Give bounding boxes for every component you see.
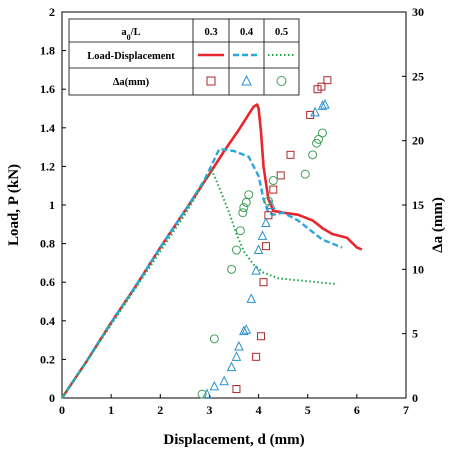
crack-point-triangle: [209, 380, 220, 391]
left-tick-label: 0.4: [40, 314, 55, 328]
right-tick-label: 10: [412, 262, 424, 276]
crack-point-square: [264, 211, 273, 220]
crack-point-circle: [268, 176, 278, 186]
crack-point-circle: [231, 245, 241, 255]
crack-point-circle: [317, 128, 327, 138]
crack-point-square: [317, 82, 326, 91]
x-tick-label: 1: [108, 403, 114, 417]
crack-point-circle: [244, 190, 254, 200]
left-tick-label: 2: [49, 5, 55, 19]
right-tick-label: 20: [412, 134, 424, 148]
crack-point-triangle: [202, 388, 212, 399]
crack-point-triangle: [246, 293, 257, 303]
crack-point-triangle: [239, 325, 249, 336]
left-tick-label: 0.2: [40, 352, 55, 366]
left-tick-label: 1: [49, 198, 55, 212]
crack-point-triangle: [320, 99, 330, 109]
left-tick-label: 1.2: [40, 159, 55, 173]
legend-crack-label: Δa(mm): [113, 77, 150, 88]
legend-box: [68, 18, 300, 96]
x-tick-label: 3: [206, 403, 212, 417]
crack-point-square: [252, 352, 261, 361]
crack-point-circle: [209, 334, 219, 344]
right-tick-label: 15: [412, 198, 424, 212]
crack-point-circle: [197, 389, 207, 399]
crack-point-circle: [263, 196, 273, 206]
crack-point-triangle: [231, 351, 242, 361]
left-axis-ticks: 0 0.2 0.4 0.6 0.8 1 1.2 1.4 1.6 1.8 2: [40, 5, 66, 405]
crack-point-triangle: [266, 199, 276, 209]
x-tick-label: 6: [354, 403, 360, 417]
crack-point-circle: [308, 150, 318, 160]
x-tick-label: 4: [256, 403, 262, 417]
crack-point-triangle: [234, 340, 244, 351]
crack-point-square: [259, 278, 268, 287]
legend-header-value: 0.5: [275, 27, 288, 38]
left-tick-label: 1.6: [40, 82, 55, 96]
crack-point-triangle: [251, 265, 261, 275]
left-tick-label: 1.4: [40, 121, 55, 135]
legend-header-value: 0.4: [240, 27, 254, 38]
x-tick-label: 7: [403, 403, 409, 417]
x-tick-label: 5: [305, 403, 311, 417]
crack-point-square: [232, 384, 241, 393]
crack-point-triangle: [310, 106, 320, 117]
left-tick-label: 0.6: [40, 275, 55, 289]
right-axis-ticks: 0 5 10 15 20 25 30: [402, 5, 424, 405]
crack-point-square: [323, 76, 332, 85]
left-tick-label: 0.8: [40, 237, 55, 251]
legend-header-label: a0/L: [121, 27, 140, 42]
load-curve-0.3: [60, 103, 363, 399]
right-axis-label: Δa (mm): [430, 197, 446, 253]
crack-point-circle: [239, 203, 249, 213]
crack-point-circle: [300, 169, 310, 179]
load-curve-0.4: [61, 147, 343, 399]
legend: a0/L 0.3 0.4 0.5 Load-Displacement Δa(mm…: [68, 18, 300, 96]
right-tick-label: 25: [412, 69, 424, 83]
crack-point-square: [276, 171, 285, 180]
crack-point-triangle: [219, 375, 229, 386]
left-tick-label: 1.8: [40, 44, 55, 58]
legend-marker-circle: [276, 76, 287, 86]
right-tick-label: 30: [412, 5, 424, 19]
crack-point-circle: [241, 197, 251, 207]
crack-point-circle: [227, 264, 237, 274]
series-group: [60, 76, 363, 399]
x-tick-label: 0: [59, 403, 65, 417]
crack-point-square: [257, 332, 266, 341]
right-tick-label: 0: [412, 391, 418, 405]
load-curve-0.5: [61, 169, 338, 399]
legend-load-label: Load-Displacement: [87, 51, 175, 62]
crack-point-square: [306, 110, 315, 119]
legend-marker-square: [206, 76, 216, 86]
left-tick-label: 0: [49, 391, 55, 405]
crack-point-circle: [235, 226, 245, 236]
crack-point-triangle: [261, 217, 271, 228]
right-tick-label: 5: [412, 327, 418, 341]
x-tick-label: 2: [157, 403, 163, 417]
crack-point-square: [286, 150, 295, 159]
crack-point-triangle: [317, 100, 328, 110]
crack-point-triangle: [253, 244, 264, 255]
crack-point-triangle: [257, 230, 268, 240]
crack-point-triangle: [226, 361, 237, 372]
crack-point-triangle: [241, 324, 252, 334]
legend-header-value: 0.3: [204, 27, 217, 38]
crack-point-circle: [238, 208, 248, 218]
x-axis-label: Displacement, d (mm): [163, 432, 304, 448]
crack-point-circle: [314, 134, 324, 144]
left-axis-label: Load, P (kN): [6, 164, 22, 246]
x-axis-ticks: 0 1 2 3 4 5 6 7: [59, 394, 409, 417]
crack-point-square: [261, 242, 270, 251]
legend-marker-triangle: [241, 74, 252, 86]
crack-point-square: [269, 185, 278, 194]
